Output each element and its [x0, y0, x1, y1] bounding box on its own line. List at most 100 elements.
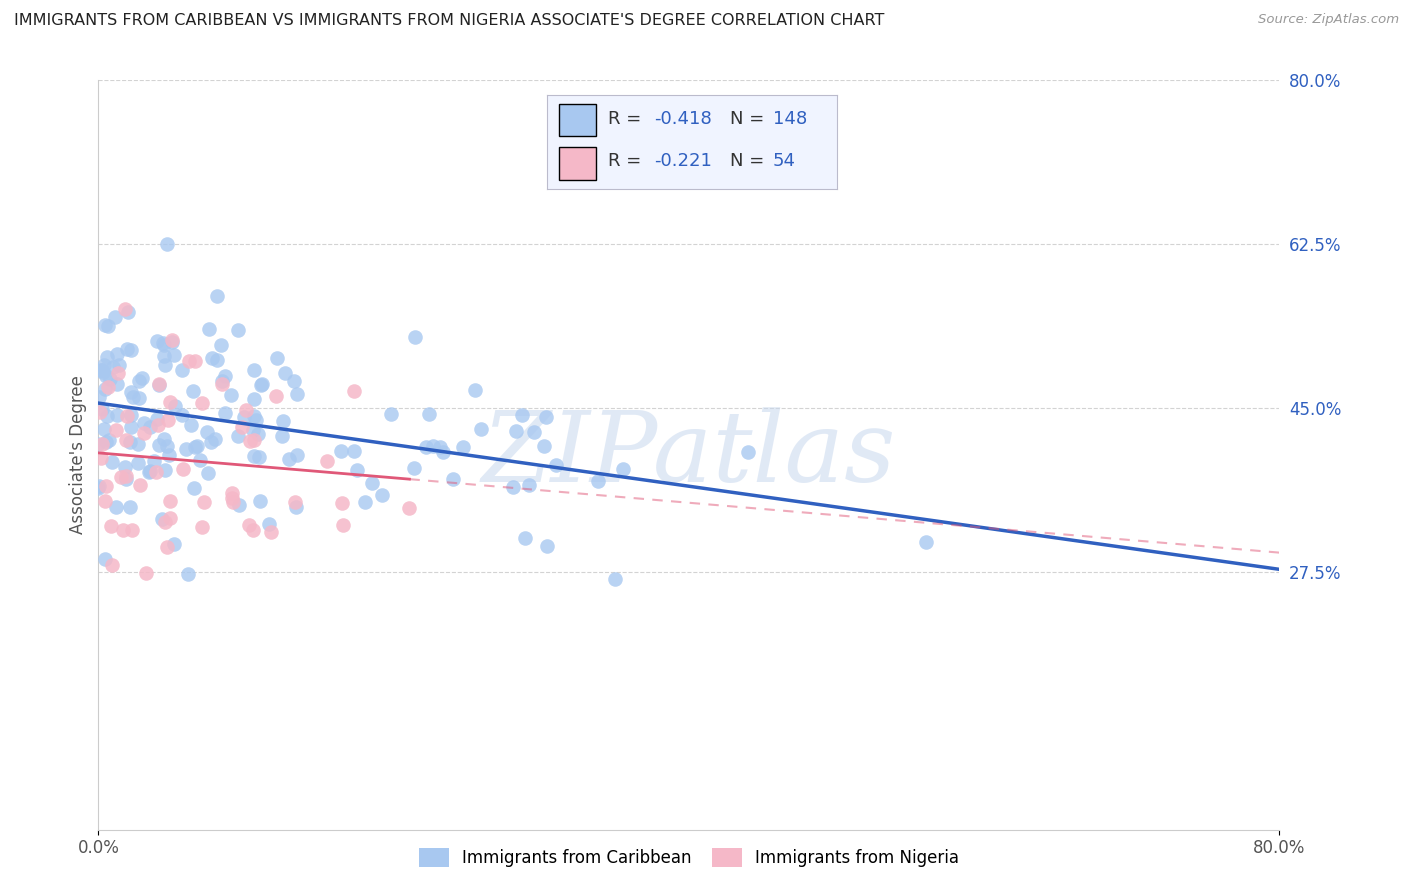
- Point: [156, 540, 179, 554]
- Point: [316, 454, 339, 468]
- Point: [145, 465, 167, 479]
- Point: [148, 378, 170, 392]
- Point: [132, 425, 155, 440]
- Point: [104, 500, 127, 514]
- Point: [157, 448, 180, 462]
- Point: [502, 480, 524, 494]
- Point: [243, 409, 266, 423]
- Point: [114, 301, 136, 316]
- Point: [148, 376, 170, 391]
- Point: [204, 432, 226, 446]
- Point: [404, 461, 426, 475]
- Point: [245, 413, 267, 427]
- Point: [221, 485, 243, 500]
- Text: ZIPatlas: ZIPatlas: [482, 408, 896, 502]
- Point: [205, 289, 228, 303]
- Point: [737, 445, 759, 459]
- Point: [143, 453, 166, 467]
- Point: [238, 518, 260, 533]
- Point: [120, 500, 142, 514]
- Point: [243, 449, 266, 463]
- Point: [332, 517, 354, 532]
- Point: [470, 422, 492, 436]
- Point: [177, 566, 200, 581]
- Point: [197, 322, 219, 336]
- Point: [152, 432, 174, 446]
- Point: [101, 360, 124, 375]
- Point: [139, 419, 162, 434]
- Point: [111, 524, 134, 538]
- Point: [87, 481, 110, 495]
- Point: [134, 416, 156, 430]
- Point: [114, 459, 136, 474]
- Point: [226, 429, 249, 443]
- Point: [104, 423, 127, 437]
- Point: [510, 408, 533, 422]
- Point: [418, 408, 440, 422]
- Point: [612, 461, 634, 475]
- Point: [146, 417, 169, 432]
- Point: [266, 351, 288, 366]
- Point: [247, 426, 270, 441]
- Point: [107, 366, 129, 380]
- Point: [96, 350, 118, 364]
- Point: [221, 491, 243, 505]
- Point: [172, 462, 194, 476]
- Point: [90, 450, 112, 465]
- Point: [93, 365, 115, 379]
- Point: [271, 429, 294, 443]
- Point: [91, 362, 114, 376]
- Point: [90, 402, 112, 417]
- Point: [287, 448, 309, 462]
- Point: [100, 519, 122, 533]
- Point: [242, 523, 264, 537]
- Point: [544, 458, 567, 473]
- Point: [513, 531, 536, 545]
- Point: [162, 333, 184, 347]
- Point: [249, 494, 271, 508]
- Point: [108, 359, 131, 373]
- Point: [209, 338, 232, 352]
- Point: [517, 478, 540, 492]
- Point: [277, 452, 299, 467]
- Point: [146, 412, 169, 426]
- Point: [273, 366, 295, 380]
- Point: [120, 420, 142, 434]
- Point: [139, 464, 162, 478]
- Point: [115, 342, 138, 356]
- Point: [93, 421, 115, 435]
- Point: [148, 438, 170, 452]
- Point: [163, 537, 186, 551]
- Point: [284, 494, 307, 508]
- Point: [129, 477, 152, 491]
- Point: [404, 330, 426, 344]
- Point: [97, 433, 120, 447]
- Point: [432, 444, 454, 458]
- Point: [343, 444, 366, 458]
- Point: [238, 434, 260, 448]
- Point: [361, 475, 384, 490]
- Point: [219, 388, 242, 402]
- Point: [121, 523, 143, 537]
- Point: [163, 348, 186, 362]
- Point: [603, 572, 626, 586]
- Point: [243, 434, 266, 448]
- Point: [285, 387, 308, 401]
- Point: [127, 456, 149, 470]
- Point: [250, 377, 273, 392]
- Point: [153, 516, 176, 530]
- Point: [115, 472, 138, 486]
- Point: [285, 500, 308, 514]
- Point: [104, 310, 127, 324]
- Point: [96, 409, 118, 423]
- Point: [172, 363, 194, 377]
- Point: [94, 552, 117, 566]
- Point: [197, 467, 219, 481]
- Point: [451, 440, 474, 454]
- Point: [330, 443, 353, 458]
- Point: [195, 425, 218, 439]
- Point: [183, 353, 205, 368]
- Point: [152, 336, 174, 351]
- Point: [226, 323, 249, 337]
- Point: [87, 437, 110, 451]
